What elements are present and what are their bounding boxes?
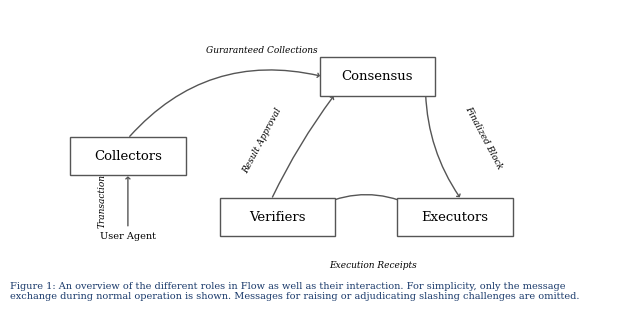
FancyBboxPatch shape xyxy=(398,198,513,236)
FancyBboxPatch shape xyxy=(70,137,186,175)
Text: Result Approval: Result Approval xyxy=(242,106,284,175)
Text: Execution Receipts: Execution Receipts xyxy=(329,261,417,270)
Text: Figure 1: An overview of the different roles in Flow as well as their interactio: Figure 1: An overview of the different r… xyxy=(10,282,579,301)
Text: User Agent: User Agent xyxy=(100,232,156,241)
Text: Transaction: Transaction xyxy=(97,174,106,228)
Text: Guraranteed Collections: Guraranteed Collections xyxy=(206,46,318,55)
FancyBboxPatch shape xyxy=(319,57,435,95)
Text: Verifiers: Verifiers xyxy=(249,211,306,224)
Text: Executors: Executors xyxy=(422,211,488,224)
Text: Finalized Block: Finalized Block xyxy=(464,105,504,171)
FancyBboxPatch shape xyxy=(220,198,335,236)
Text: Collectors: Collectors xyxy=(94,149,162,163)
Text: Consensus: Consensus xyxy=(342,70,413,83)
